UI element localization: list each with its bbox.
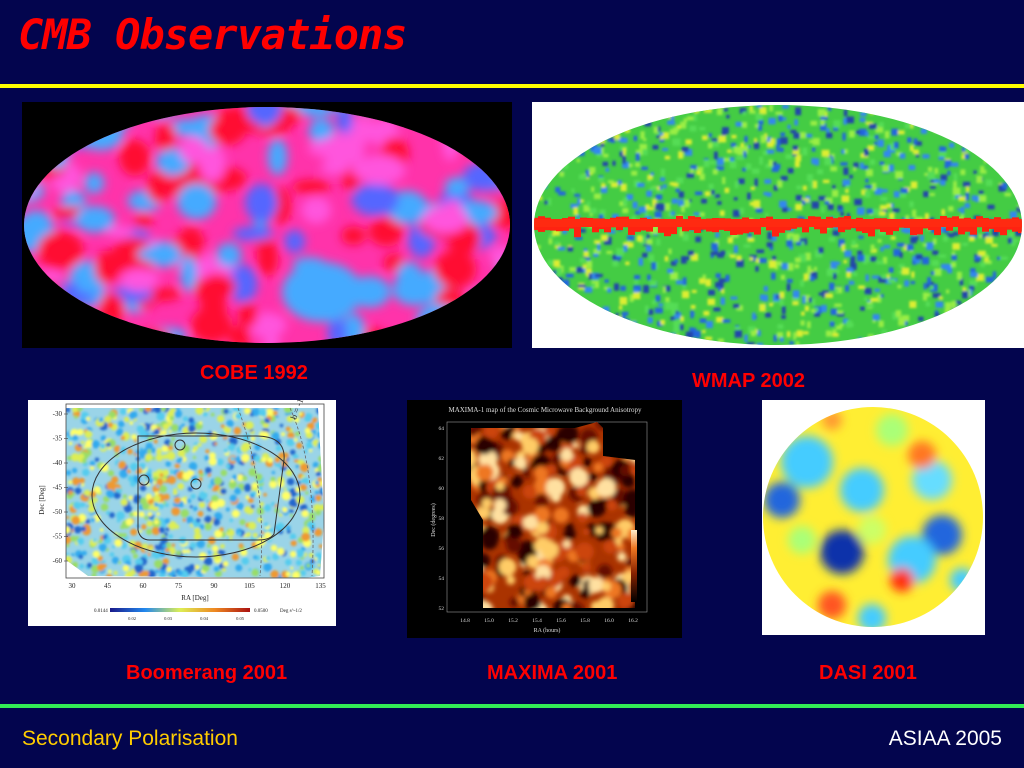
- boomerang-scale-min: 0.0144: [94, 609, 108, 614]
- maxima-y-tick: 56: [439, 546, 445, 552]
- boomerang-x-tick: 30: [69, 582, 77, 590]
- boomerang-x-tick: 60: [140, 582, 148, 590]
- boomerang-x-tick: 45: [104, 582, 112, 590]
- maxima-caption: MAXIMA 2001: [487, 662, 618, 684]
- boomerang-x-tick: 135: [315, 582, 326, 590]
- boomerang-scale-tick: 0.02: [128, 616, 136, 621]
- boomerang-scale-tick: 0.05: [236, 616, 245, 621]
- maxima-x-tick: 15.0: [484, 618, 494, 624]
- maxima-x-tick: 15.4: [532, 618, 542, 624]
- maxima-y-label: Dec (degrees): [430, 503, 437, 536]
- maxima-x-tick: 15.2: [508, 618, 518, 624]
- boomerang-scale-unit: Deg s^-1/2: [280, 609, 302, 614]
- boomerang-x-tick: 120: [280, 582, 291, 590]
- maxima-y-tick: 54: [439, 576, 445, 582]
- maxima-x-tick: 15.6: [556, 618, 566, 624]
- footer-divider: [0, 704, 1024, 708]
- boomerang-map-image: b = -10 Dec [Deg] RA [Deg] -30 -35 -40 -45-…: [28, 400, 336, 626]
- boomerang-y-tick: -30: [53, 410, 63, 418]
- maxima-y-tick: 60: [439, 486, 445, 492]
- boomerang-x-tick: 90: [211, 582, 219, 590]
- boomerang-y-tick: -55: [53, 533, 63, 541]
- maxima-y-tick: 64: [439, 426, 445, 432]
- boomerang-y-tick: -35: [53, 435, 63, 443]
- cobe-map-image: [22, 102, 512, 348]
- maxima-y-tick: 52: [439, 606, 445, 612]
- boomerang-scale-max: 0.0500: [254, 609, 268, 614]
- boomerang-x-tick: 105: [244, 582, 255, 590]
- wmap-map-image: [532, 102, 1024, 348]
- maxima-x-tick: 16.0: [604, 618, 614, 624]
- boomerang-scale-tick: 0.03: [164, 616, 173, 621]
- maxima-map-image: MAXIMA-1 map of the Cosmic Microwave Bac…: [407, 400, 682, 638]
- title-divider: [0, 84, 1024, 88]
- wmap-caption: WMAP 2002: [692, 370, 806, 392]
- dasi-map-image: [762, 400, 985, 635]
- slide-title: CMB Observations: [18, 10, 408, 59]
- boomerang-scale-tick: 0.04: [200, 616, 209, 621]
- boomerang-caption: Boomerang 2001: [126, 662, 288, 684]
- footer-right-text: ASIAA 2005: [888, 727, 1002, 750]
- maxima-x-label: RA (hours): [534, 627, 561, 634]
- maxima-x-tick: 16.2: [628, 618, 638, 624]
- boomerang-x-tick: 75: [175, 582, 183, 590]
- maxima-plot-title: MAXIMA-1 map of the Cosmic Microwave Bac…: [448, 406, 642, 414]
- boomerang-x-label: RA [Deg]: [181, 594, 208, 602]
- cobe-caption: COBE 1992: [200, 362, 308, 384]
- boomerang-y-tick: -50: [53, 508, 63, 516]
- maxima-x-tick: 14.8: [460, 618, 470, 624]
- maxima-y-tick: 58: [439, 516, 445, 522]
- boomerang-y-tick: -40: [53, 459, 63, 467]
- footer-left-text: Secondary Polarisation: [22, 727, 238, 750]
- boomerang-y-label: Dec [Deg]: [38, 485, 46, 514]
- boomerang-y-tick: -60: [53, 557, 63, 565]
- maxima-x-tick: 15.8: [580, 618, 590, 624]
- boomerang-y-tick: -45: [53, 484, 63, 492]
- dasi-caption: DASI 2001: [819, 662, 917, 684]
- maxima-y-tick: 62: [439, 456, 445, 462]
